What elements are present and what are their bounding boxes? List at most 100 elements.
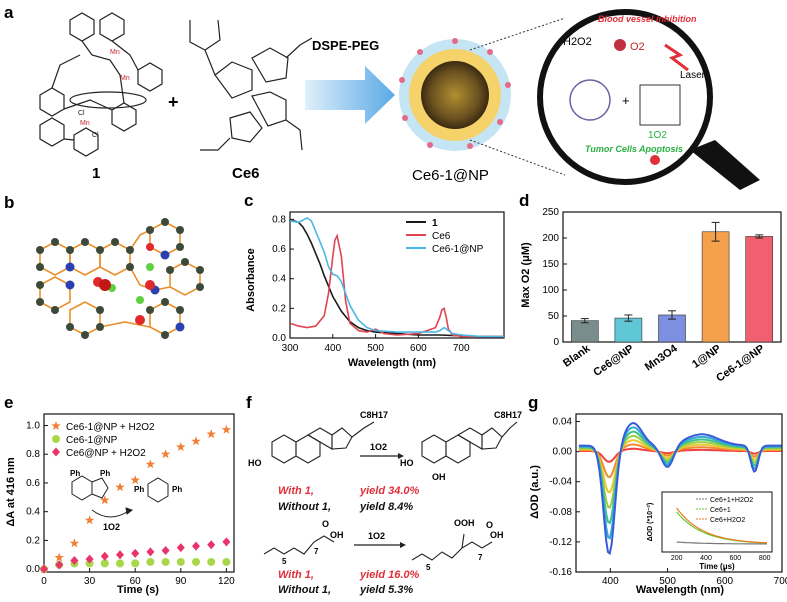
without-1-label-a: Without 1, bbox=[278, 501, 331, 513]
chart-g-spectrum-line bbox=[578, 422, 782, 556]
chart-e-point-star bbox=[69, 538, 80, 548]
chart-e-point-circle bbox=[146, 557, 155, 566]
yield-a-with: yield 34.0% bbox=[359, 485, 420, 497]
chart-e-point-star bbox=[206, 429, 216, 439]
ph-label-3: Ph bbox=[134, 485, 144, 494]
chart-c-legend-label: Ce6-1@NP bbox=[432, 244, 484, 255]
chart-e-point-circle bbox=[131, 559, 140, 568]
laser-label: Laser bbox=[680, 70, 706, 81]
oleic-acid-structure bbox=[263, 535, 335, 555]
sub-5-label-2: 5 bbox=[426, 563, 431, 572]
chart-e-xtick-label: 120 bbox=[218, 576, 235, 587]
cl-label-2: Cl bbox=[92, 132, 99, 139]
chart-e-point-star bbox=[84, 515, 95, 525]
chart-c-xtick-label: 600 bbox=[410, 343, 427, 354]
chart-e-point-circle bbox=[161, 557, 170, 566]
ph-label-2: Ph bbox=[100, 469, 110, 478]
chart-g-inset-trace bbox=[676, 507, 767, 544]
chart-g-inset-xtick-label: 200 bbox=[671, 555, 683, 562]
chart-g-ytick-label: 0.00 bbox=[553, 447, 573, 458]
chart-g-inset-ylabel: ΔOD (*10⁻²) bbox=[647, 503, 654, 542]
chart-e-point-diamond bbox=[161, 545, 170, 555]
chart-c-xtick-label: 700 bbox=[453, 343, 470, 354]
chart-g-xtick-label: 400 bbox=[602, 576, 619, 587]
chart-g-ytick-label: -0.16 bbox=[549, 567, 572, 578]
chart-e: e Time (s) ΔA at 416 nm Ph Ph Ph Ph 1O2 … bbox=[4, 393, 235, 596]
chart-c-series-line bbox=[290, 220, 504, 338]
yield-a-without: yield 8.4% bbox=[359, 501, 413, 513]
complex-1-icon bbox=[569, 79, 611, 121]
chart-c-xtick-label: 300 bbox=[282, 343, 299, 354]
chart-c-ytick-label: 0.0 bbox=[272, 333, 286, 344]
chart-e-point-star bbox=[145, 459, 156, 469]
chart-c-legend-label: 1 bbox=[432, 218, 438, 229]
chart-g-xtick-label: 500 bbox=[659, 576, 676, 587]
reaction-scheme-f: f HO HO OH C8H17 C8H17 1O2 With 1, yield… bbox=[246, 393, 522, 596]
c8h17-label-2: C8H17 bbox=[494, 410, 522, 420]
chart-g-frame bbox=[575, 413, 783, 573]
chart-d-ytick-label: 250 bbox=[542, 207, 559, 218]
chart-e-point-diamond bbox=[40, 564, 48, 574]
chart-e-legend-label: Ce6-1@NP bbox=[66, 435, 118, 446]
chart-d-category-label: 1@NP bbox=[690, 343, 723, 371]
singlet-o2-label: 1O2 bbox=[648, 130, 667, 141]
chart-g-inset-legend-label: Ce6+1 bbox=[710, 507, 731, 514]
chart-c-legend-label: Ce6 bbox=[432, 231, 451, 242]
chart-e-point-star bbox=[130, 475, 140, 485]
chart-e-point-circle bbox=[192, 557, 200, 566]
chart-e-ytick-label: 0.6 bbox=[26, 478, 40, 489]
chart-e-point-star bbox=[160, 449, 171, 459]
ce6-label: Ce6 bbox=[232, 165, 260, 182]
chart-d-ytick-label: 50 bbox=[548, 311, 560, 322]
chart-c-ytick-label: 0.8 bbox=[272, 214, 286, 225]
chart-e-ylabel: ΔA at 416 nm bbox=[5, 457, 17, 526]
yield-b-with: yield 16.0% bbox=[359, 569, 420, 581]
chart-e-point-star bbox=[100, 495, 110, 505]
chart-e-point-star bbox=[54, 552, 64, 562]
panel-f-letter: f bbox=[246, 393, 252, 412]
chart-d-category-label: Mn3O4 bbox=[643, 342, 681, 373]
chart-e-point-circle bbox=[176, 557, 185, 566]
chart-e-point-diamond bbox=[176, 543, 185, 553]
chart-c: c Wavelength (nm) Absorbance 300 400 500 60… bbox=[244, 191, 505, 369]
o-label-2: O bbox=[486, 520, 493, 530]
chart-e-xtick-label: 60 bbox=[130, 576, 142, 587]
chart-g-inset-legend-label: Ce6+1+H2O2 bbox=[710, 497, 753, 504]
chart-e-xtick-label: 30 bbox=[84, 576, 96, 587]
chart-e-point-star bbox=[221, 424, 232, 434]
chart-e-point-diamond bbox=[146, 547, 155, 557]
chart-d-ylabel: Max O2 (μM) bbox=[520, 242, 532, 308]
panel-f: f HO HO OH C8H17 C8H17 1O2 With 1, yield… bbox=[242, 392, 524, 597]
chart-d-ytick-label: 200 bbox=[542, 233, 559, 244]
nanoparticle bbox=[399, 38, 511, 151]
c8h17-label-1: C8H17 bbox=[360, 410, 388, 420]
chart-e-ytick-label: 0.2 bbox=[26, 535, 40, 546]
chart-e-point-diamond bbox=[85, 554, 94, 564]
chart-e-point-diamond bbox=[116, 550, 124, 560]
crystal-structure: b bbox=[4, 193, 204, 339]
chart-e-point-diamond bbox=[70, 556, 79, 566]
ho-label-2: HO bbox=[400, 458, 414, 468]
chart-c-ytick-label: 0.2 bbox=[272, 303, 286, 314]
ooh-label: OOH bbox=[454, 518, 475, 528]
oh-label-2: OH bbox=[330, 530, 344, 540]
sub-7-label-1: 7 bbox=[314, 547, 319, 556]
sub-5-label-1: 5 bbox=[282, 557, 287, 566]
o2-bubble bbox=[614, 39, 626, 51]
chart-g-ylabel: ΔOD (a.u.) bbox=[529, 465, 541, 519]
ce6-structure bbox=[189, 19, 313, 151]
panel-g-letter: g bbox=[528, 393, 538, 412]
chart-e-point-circle bbox=[100, 559, 109, 568]
oxidized-cholesterol-structure bbox=[421, 421, 518, 464]
chart-d: d Max O2 (μM) 0 50 100 150 200 250 BlankCe6@NP… bbox=[519, 191, 782, 385]
panel-d-letter: d bbox=[519, 191, 529, 210]
chart-c-series-line bbox=[289, 216, 504, 338]
chart-g-inset-xtick-label: 400 bbox=[700, 555, 712, 562]
chart-d-ytick-label: 100 bbox=[542, 285, 559, 296]
cl-label-1: Cl bbox=[78, 110, 85, 117]
chart-e-ytick-label: 0.0 bbox=[26, 564, 40, 575]
without-1-label-b: Without 1, bbox=[278, 584, 331, 596]
chart-c-frame bbox=[289, 211, 505, 339]
chart-d-category-label: Ce6-1@NP bbox=[714, 343, 767, 385]
chart-c-xtick-label: 400 bbox=[324, 343, 341, 354]
